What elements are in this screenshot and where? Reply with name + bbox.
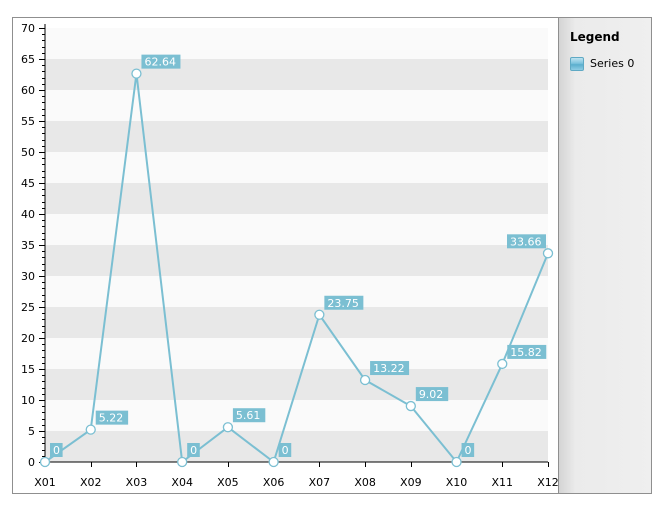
data-label-text: 9.02 <box>419 388 444 401</box>
grid-band <box>45 369 548 400</box>
legend-title: Legend <box>570 30 620 44</box>
data-label: 0 <box>187 443 200 457</box>
data-label-box <box>187 443 200 457</box>
y-tick-label: 0 <box>28 456 35 469</box>
x-tick-label: X09 <box>400 476 422 489</box>
legend-panel: Legend Series 0 <box>558 17 652 494</box>
x-tick-label: X03 <box>126 476 148 489</box>
data-label-text: 5.61 <box>236 409 261 422</box>
data-label: 9.02 <box>415 387 449 402</box>
grid-band <box>45 183 548 214</box>
x-tick-label: X02 <box>80 476 102 489</box>
grid-band <box>45 214 548 245</box>
y-tick-label: 65 <box>21 53 35 66</box>
y-tick-label: 35 <box>21 239 35 252</box>
data-label-box <box>415 387 449 402</box>
data-label: 0 <box>50 443 63 457</box>
data-point <box>497 358 508 370</box>
y-tick-label: 50 <box>21 146 35 159</box>
data-label-box <box>324 295 364 310</box>
y-tick-label: 55 <box>21 115 35 128</box>
data-label-text: 0 <box>190 444 197 457</box>
x-tick-label: X10 <box>446 476 468 489</box>
y-tick-label: 10 <box>21 394 35 407</box>
x-tick-label: X04 <box>171 476 193 489</box>
y-tick-label: 60 <box>21 84 35 97</box>
data-label-box <box>370 361 410 376</box>
x-tick-label: X12 <box>537 476 558 489</box>
data-label-text: 0 <box>465 444 472 457</box>
data-label: 0 <box>278 443 292 457</box>
data-label: 0 <box>461 443 475 457</box>
x-tick-label: X06 <box>263 476 285 489</box>
data-point <box>405 400 416 412</box>
grid-band <box>45 121 548 152</box>
y-tick-label: 20 <box>21 332 35 345</box>
y-tick-label: 25 <box>21 301 35 314</box>
legend-swatch-icon <box>570 57 584 71</box>
data-point <box>222 422 234 433</box>
data-label-text: 13.22 <box>373 362 405 375</box>
data-point <box>39 456 51 468</box>
data-label-text: 5.22 <box>99 412 124 425</box>
y-tick-label: 70 <box>21 22 35 35</box>
data-label: 33.66 <box>507 234 546 249</box>
data-label: 5.22 <box>95 410 129 425</box>
series-markers <box>39 68 554 468</box>
y-tick-label: 5 <box>28 425 35 438</box>
data-labels: 0 5.22 62.64 0 5.61 0 23.75 13.22 9.02 0 15.82 33.6… <box>50 54 547 457</box>
x-tick-label: X05 <box>217 476 239 489</box>
grid-band <box>45 152 548 183</box>
chart-plot: 0 5 10 15 20 25 30 35 40 45 50 55 60 65 70 X01 X02 X03 X04… <box>21 22 558 489</box>
data-label: 23.75 <box>324 295 364 310</box>
data-label-text: 23.75 <box>327 297 359 310</box>
data-point <box>314 309 325 320</box>
data-label-text: 33.66 <box>510 235 542 248</box>
data-label-box <box>95 410 129 425</box>
grid-band <box>45 59 548 90</box>
data-label-text: 0 <box>282 444 289 457</box>
data-label-box <box>278 443 292 457</box>
grid-band <box>45 245 548 276</box>
data-label-text: 0 <box>53 444 60 457</box>
data-label-box <box>50 443 63 457</box>
grid-bands <box>45 28 548 462</box>
y-tick-label: 30 <box>21 270 35 283</box>
data-label-text: 62.64 <box>144 56 176 69</box>
data-point <box>268 456 279 468</box>
y-tick-label: 45 <box>21 177 35 190</box>
data-label-box <box>461 443 475 457</box>
data-label: 5.61 <box>232 408 266 423</box>
data-point <box>131 68 142 79</box>
grid-band <box>45 307 548 338</box>
data-point <box>451 456 462 468</box>
data-label-box <box>141 54 181 69</box>
grid-band <box>45 276 548 307</box>
grid-band <box>45 28 548 59</box>
data-label-box <box>232 408 266 423</box>
x-tick-label: X01 <box>34 476 56 489</box>
x-axis-ticks: X01 X02 X03 X04 X05 X06 X07 X08 X09 X10 X11 X12 <box>34 462 558 489</box>
data-label: 13.22 <box>370 361 410 376</box>
grid-band <box>45 90 548 121</box>
data-label: 62.64 <box>141 54 181 69</box>
x-tick-label: X07 <box>309 476 331 489</box>
grid-band <box>45 338 548 369</box>
y-tick-label: 15 <box>21 363 35 376</box>
data-point <box>542 248 554 259</box>
x-tick-label: X08 <box>354 476 376 489</box>
data-label-text: 15.82 <box>510 346 541 359</box>
data-label-box <box>507 344 547 359</box>
data-point <box>177 456 188 468</box>
y-tick-label: 40 <box>21 208 35 221</box>
data-point <box>359 374 371 386</box>
data-point <box>85 424 96 435</box>
data-label: 15.82 <box>507 344 547 359</box>
y-axis-ticks: 0 5 10 15 20 25 30 35 40 45 50 55 60 65 70 <box>21 22 45 469</box>
grid-band <box>45 400 548 431</box>
x-tick-label: X11 <box>491 476 513 489</box>
data-label-box <box>507 234 546 249</box>
legend-label: Series 0 <box>590 57 635 70</box>
